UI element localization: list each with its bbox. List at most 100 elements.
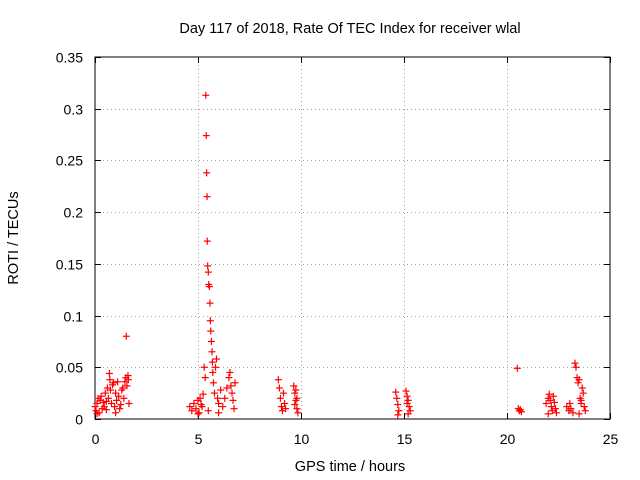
data-point <box>281 399 289 407</box>
data-point <box>291 389 299 397</box>
plot-frame <box>94 56 611 420</box>
data-point <box>188 407 196 415</box>
data-point <box>201 374 209 382</box>
data-point <box>219 403 227 411</box>
data-point <box>186 403 194 411</box>
data-point <box>572 363 580 371</box>
data-point <box>393 394 401 402</box>
data-point <box>544 410 552 418</box>
data-point <box>225 374 233 382</box>
data-point <box>203 237 211 245</box>
y-tick-label: 0 <box>75 412 83 428</box>
x-tick-label: 25 <box>603 431 619 447</box>
data-point <box>207 327 215 335</box>
x-tick-label: 10 <box>294 431 310 447</box>
y-tick-label: 0.35 <box>56 50 83 66</box>
data-point <box>229 396 237 404</box>
data-point <box>209 379 217 387</box>
data-point <box>210 389 218 397</box>
data-point <box>217 386 225 394</box>
data-point <box>93 399 101 407</box>
data-point <box>101 389 109 397</box>
data-point <box>404 410 412 418</box>
y-tick-label: 0.05 <box>56 360 83 376</box>
data-point <box>292 386 300 394</box>
data-point <box>120 394 128 402</box>
x-tick-label: 15 <box>397 431 413 447</box>
data-point <box>549 392 557 400</box>
data-point <box>212 363 220 371</box>
data-point <box>403 392 411 400</box>
data-point <box>102 397 110 405</box>
data-point <box>551 405 559 413</box>
data-point <box>290 382 298 390</box>
data-point <box>394 401 402 409</box>
chart-title: Day 117 of 2018, Rate Of TEC Index for r… <box>179 21 520 37</box>
data-point <box>110 379 118 387</box>
data-point <box>221 394 229 402</box>
x-tick-label: 20 <box>500 431 516 447</box>
y-tick-label: 0.25 <box>56 153 83 169</box>
data-point <box>578 384 586 392</box>
data-point <box>123 382 131 390</box>
data-point <box>581 407 589 415</box>
data-point <box>569 409 577 417</box>
data-point <box>566 399 574 407</box>
data-point <box>122 332 130 340</box>
data-point <box>204 262 212 270</box>
y-tick-label: 0.3 <box>64 102 84 118</box>
data-point <box>404 396 412 404</box>
data-point <box>575 410 583 418</box>
data-point <box>293 405 301 413</box>
data-point <box>112 409 120 417</box>
data-point <box>190 399 198 407</box>
data-point <box>547 403 555 411</box>
data-point <box>203 193 211 201</box>
data-point <box>93 410 101 418</box>
y-axis-label: ROTI / TECUs <box>6 191 22 284</box>
data-point <box>114 378 122 386</box>
x-tick-label: 0 <box>92 431 100 447</box>
data-point <box>215 399 223 407</box>
data-point <box>205 283 213 291</box>
data-point <box>577 396 585 404</box>
data-point <box>125 399 133 407</box>
data-point <box>395 407 403 415</box>
data-point <box>209 368 217 376</box>
data-point <box>291 401 299 409</box>
data-point <box>513 364 521 372</box>
data-point <box>204 407 212 415</box>
data-point <box>97 392 105 400</box>
data-point <box>276 394 284 402</box>
data-point <box>204 268 212 276</box>
data-point <box>213 355 221 363</box>
data-point <box>121 378 129 386</box>
data-point <box>106 386 114 394</box>
y-tick-label: 0.2 <box>64 205 84 221</box>
data-point <box>552 409 560 417</box>
data-point <box>200 363 208 371</box>
data-point <box>214 394 222 402</box>
data-point <box>119 384 127 392</box>
tick-layer: 0 0.05 0.1 0.15 0.2 0.25 0.3 0.35 0 5 10 15 20 25 <box>56 50 619 448</box>
data-point <box>194 410 202 418</box>
x-axis-label: GPS time / hours <box>295 459 405 475</box>
x-tick-label: 5 <box>195 431 203 447</box>
data-point <box>223 384 231 392</box>
data-point <box>202 91 210 99</box>
data-point <box>227 382 235 390</box>
y-tick-label: 0.15 <box>56 257 83 273</box>
data-point <box>392 388 400 396</box>
data-point <box>228 389 236 397</box>
grid-layer <box>95 57 610 419</box>
data-point <box>105 369 113 377</box>
data-point <box>275 384 283 392</box>
data-point <box>195 409 203 417</box>
data-point <box>571 359 579 367</box>
data-point <box>579 389 587 397</box>
data-point <box>517 408 525 416</box>
data-point <box>102 406 110 414</box>
data-point <box>226 368 234 376</box>
data-point <box>542 399 550 407</box>
